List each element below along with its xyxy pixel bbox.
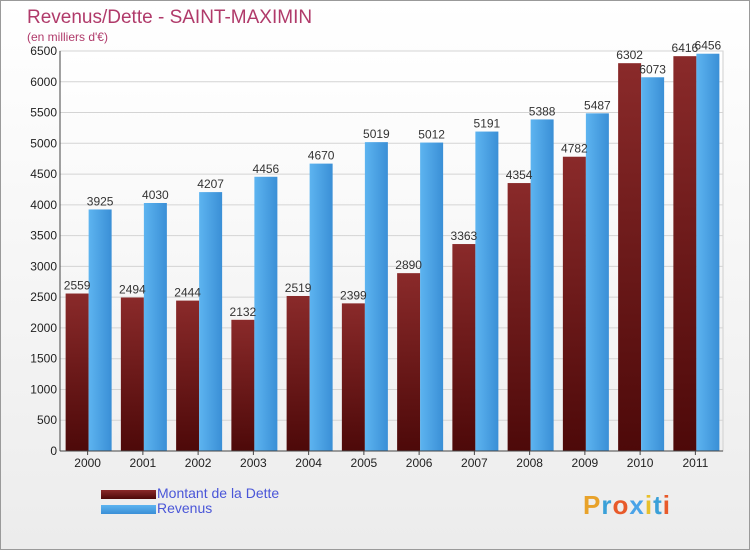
bar-revenus <box>143 203 167 451</box>
data-label-revenus: 5191 <box>474 117 501 131</box>
x-tick-label: 2006 <box>406 456 433 470</box>
y-tick-label: 4000 <box>30 198 57 212</box>
data-label-dette: 4354 <box>506 168 533 182</box>
y-tick-label: 3000 <box>30 259 57 273</box>
y-tick-label: 6000 <box>30 75 57 89</box>
logo-letter: i <box>662 490 671 520</box>
data-label-dette: 6416 <box>672 41 699 55</box>
data-label-revenus: 6456 <box>695 39 722 53</box>
logo-letter: P <box>583 490 602 520</box>
y-tick-label: 2000 <box>30 321 57 335</box>
legend-swatch-revenus <box>101 505 156 514</box>
x-tick-label: 2002 <box>185 456 212 470</box>
y-tick-label: 3500 <box>30 229 57 243</box>
data-label-dette: 2494 <box>119 283 146 297</box>
bar-revenus <box>696 53 720 451</box>
logo-letter: t <box>653 490 663 520</box>
data-label-revenus: 5487 <box>584 98 611 112</box>
data-label-revenus: 4207 <box>197 177 224 191</box>
data-label-dette: 2399 <box>340 288 367 302</box>
bar-dette <box>286 295 310 451</box>
bar-revenus <box>420 142 444 452</box>
bar-revenus <box>88 209 112 451</box>
data-label-revenus: 3925 <box>87 194 114 208</box>
plot-background <box>59 50 724 452</box>
x-tick-label: 2009 <box>572 456 599 470</box>
data-label-dette: 2890 <box>395 258 422 272</box>
y-tick-label: 1500 <box>30 352 57 366</box>
x-tick-label: 2004 <box>295 456 322 470</box>
x-tick-label: 2010 <box>627 456 654 470</box>
data-label-dette: 2559 <box>64 279 91 293</box>
y-tick-label: 1000 <box>30 382 57 396</box>
x-tick-label: 2011 <box>682 456 708 470</box>
bar-revenus <box>530 119 554 451</box>
bar-dette <box>618 63 642 451</box>
legend-swatch-dette <box>101 490 156 499</box>
logo-letter: x <box>629 490 645 520</box>
legend-label-dette: Montant de la Dette <box>157 485 280 501</box>
bar-dette <box>341 303 365 451</box>
bar-revenus <box>585 113 609 451</box>
x-tick-label: 2005 <box>351 456 378 470</box>
bar-dette <box>176 300 200 451</box>
y-tick-label: 6500 <box>30 44 57 58</box>
data-label-revenus: 6073 <box>639 62 666 76</box>
x-tick-label: 2000 <box>74 456 101 470</box>
bar-revenus <box>254 176 278 452</box>
data-label-revenus: 5019 <box>363 127 390 141</box>
x-tick-label: 2007 <box>461 456 488 470</box>
bar-dette <box>507 183 531 452</box>
y-tick-label: 0 <box>50 444 57 458</box>
data-label-revenus: 5388 <box>529 104 556 118</box>
proxiti-logo: Proxiti <box>583 490 671 521</box>
bar-dette <box>673 56 697 452</box>
data-label-dette: 6302 <box>616 48 643 62</box>
chart-title: Revenus/Dette - SAINT-MAXIMIN <box>27 7 313 28</box>
data-label-dette: 2132 <box>230 305 257 319</box>
data-label-revenus: 4670 <box>308 149 335 163</box>
data-label-revenus: 4456 <box>253 162 280 176</box>
bar-dette <box>452 244 476 451</box>
bar-dette <box>562 156 586 451</box>
bar-revenus <box>364 142 388 451</box>
x-tick-label: 2003 <box>240 456 267 470</box>
data-label-dette: 2444 <box>174 286 201 300</box>
bar-revenus <box>475 131 499 452</box>
data-label-dette: 3363 <box>451 229 478 243</box>
legend-label-revenus: Revenus <box>157 500 213 516</box>
bar-revenus <box>309 163 333 451</box>
x-tick-label: 2001 <box>130 456 157 470</box>
y-tick-label: 5500 <box>30 106 57 120</box>
logo-letter: o <box>612 490 630 520</box>
data-label-dette: 4782 <box>561 142 588 156</box>
bar-revenus <box>641 77 665 452</box>
data-label-revenus: 4030 <box>142 188 169 202</box>
y-tick-label: 2500 <box>30 290 57 304</box>
y-tick-label: 4500 <box>30 167 57 181</box>
x-tick-label: 2008 <box>516 456 543 470</box>
logo-letter: i <box>644 490 654 520</box>
bar-revenus <box>199 192 223 451</box>
bar-dette <box>397 273 421 451</box>
bar-dette <box>231 319 255 451</box>
logo-letter: r <box>601 490 613 520</box>
data-label-dette: 2519 <box>285 281 312 295</box>
y-tick-label: 5000 <box>30 136 57 150</box>
data-label-revenus: 5012 <box>418 128 445 142</box>
bar-dette <box>120 297 144 451</box>
y-tick-label: 500 <box>37 413 57 427</box>
bar-dette <box>65 293 89 451</box>
chart-subtitle: (en milliers d'€) <box>27 30 108 44</box>
